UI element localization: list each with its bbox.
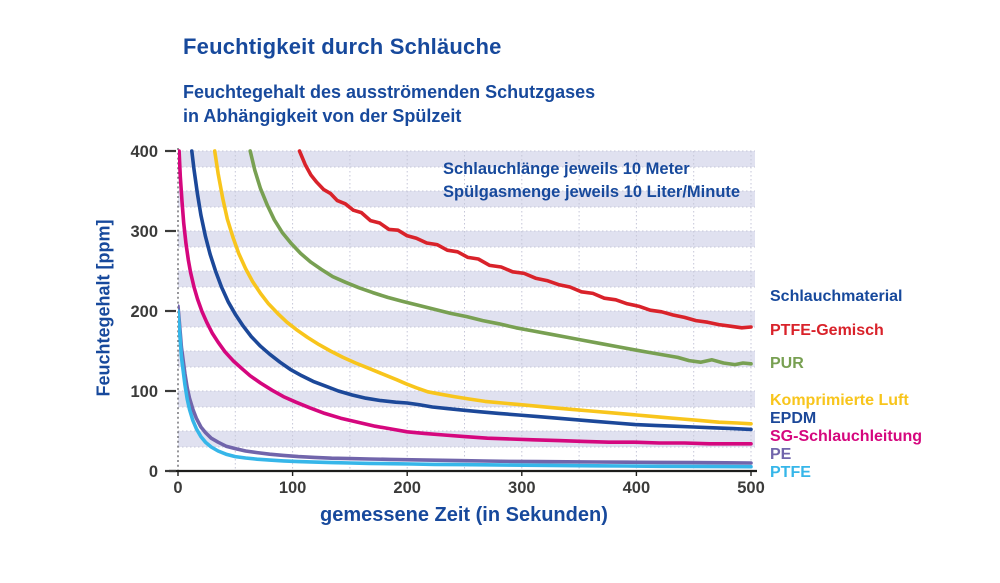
plot-band	[178, 271, 755, 287]
x-tick-label: 400	[623, 479, 651, 497]
subtitle-line-2: in Abhängigkeit von der Spülzeit	[183, 106, 462, 126]
plot-annotation: Schlauchlänge jeweils 10 Meter Spülgasme…	[443, 158, 740, 204]
subtitle-line-1: Feuchtegehalt des ausströmenden Schutzga…	[183, 82, 596, 102]
legend-item-pur: PUR	[770, 355, 804, 372]
x-tick-label: 100	[279, 479, 307, 497]
x-tick-label: 500	[737, 479, 765, 497]
y-tick-label: 300	[130, 223, 158, 241]
series-line-sg-schlauchleitung	[178, 149, 753, 446]
page-title: Feuchtigkeit durch Schläuche	[183, 34, 502, 59]
plot-band	[178, 231, 755, 247]
x-tick-label: 200	[393, 479, 421, 497]
series-line-pe	[178, 304, 753, 465]
plot-band	[178, 151, 755, 167]
x-tick-label: 0	[173, 479, 182, 497]
x-axis-label: gemessene Zeit (in Sekunden)	[320, 504, 608, 526]
y-axis-label: Feuchtegehalt [ppm]	[93, 219, 114, 397]
legend-item-pe: PE	[770, 446, 792, 463]
legend-item-ptfe: PTFE	[770, 464, 811, 481]
series-line-epdm	[190, 149, 753, 432]
series-line-ptfe	[178, 309, 753, 469]
y-tick-label: 100	[130, 383, 158, 401]
y-tick-label: 0	[149, 463, 158, 481]
plot-band	[178, 191, 755, 207]
legend-item-sg-schlauchleitung: SG-Schlauchleitung	[770, 428, 923, 445]
series-line-pur	[248, 149, 753, 367]
annotation-line-1: Schlauchlänge jeweils 10 Meter	[443, 160, 690, 178]
y-tick-label: 400	[130, 143, 158, 161]
chart-subtitle: Feuchtegehalt des ausströmenden Schutzga…	[183, 80, 595, 128]
series-line-komprimierte-luft	[212, 149, 753, 426]
legend-item-ptfe-gemisch: PTFE-Gemisch	[770, 322, 884, 339]
y-tick-label: 200	[130, 303, 158, 321]
annotation-line-2: Spülgasmenge jeweils 10 Liter/Minute	[443, 183, 741, 201]
legend-item-epdm: EPDM	[770, 410, 817, 427]
x-tick-label: 300	[508, 479, 536, 497]
series-line-ptfe-gemisch	[297, 149, 753, 330]
plot-band	[178, 311, 755, 327]
legend-item-komprimierte-luft: Komprimierte Luft	[770, 392, 909, 409]
legend-title: Schlauchmaterial	[770, 288, 903, 305]
plot-band	[178, 351, 755, 367]
